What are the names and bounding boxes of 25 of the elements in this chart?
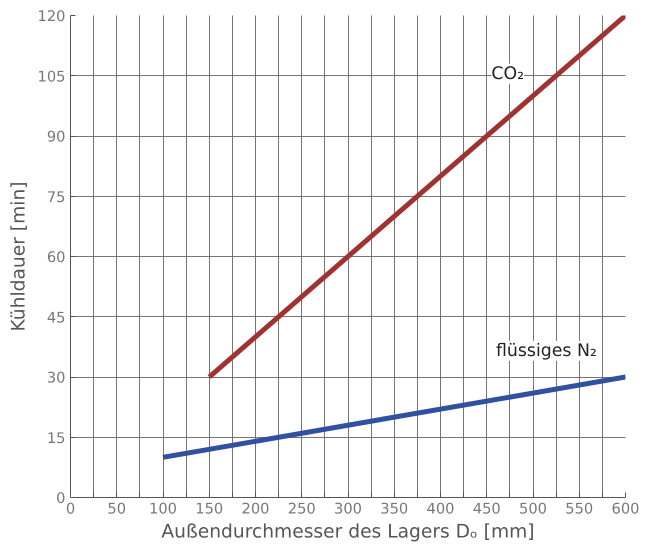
x-tick-label: 50 (107, 500, 126, 518)
y-tick-label: 60 (46, 249, 66, 266)
x-tick-label: 500 (519, 500, 547, 518)
y-axis-title: Kühldauer [min] (8, 181, 30, 332)
y-tick-label: 15 (46, 430, 66, 447)
series-label: CO₂ (491, 64, 524, 84)
y-tick-label: 0 (56, 490, 66, 507)
x-tick-label: 200 (242, 500, 270, 518)
y-tick-label: 90 (46, 128, 66, 146)
x-axis-title: Außendurchmesser des Lagers Dₒ [mm] (161, 522, 535, 542)
x-tick-label: 300 (334, 500, 362, 518)
y-tick-label: 75 (46, 188, 66, 206)
y-tick-label: 105 (38, 68, 66, 86)
x-tick-label: 250 (288, 500, 316, 518)
x-tick-label: 150 (195, 500, 224, 518)
y-tick-label: 45 (46, 309, 66, 326)
x-tick-label: 550 (565, 500, 594, 518)
x-tick-label: 450 (472, 500, 501, 518)
y-tick-label: 30 (46, 370, 66, 386)
x-tick-label: 100 (149, 500, 177, 518)
x-tick-label: 350 (380, 500, 408, 518)
x-tick-label: 600 (612, 500, 640, 518)
y-tick-label: 120 (38, 8, 66, 25)
series-label: flüssiges N₂ (496, 340, 597, 361)
x-tick-label: 400 (426, 500, 454, 518)
